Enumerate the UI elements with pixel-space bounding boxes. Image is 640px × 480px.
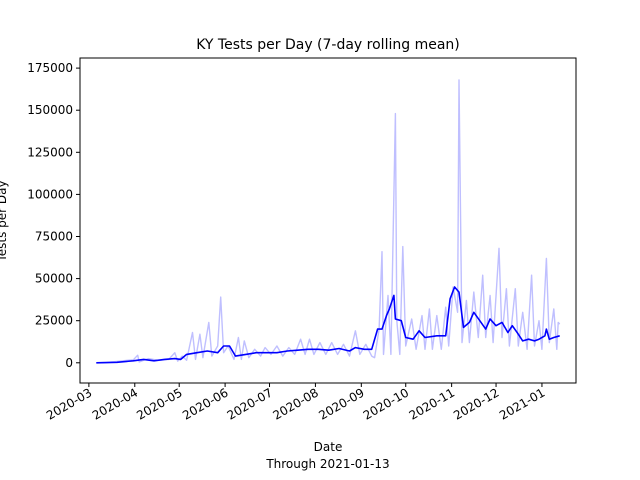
y-tick-label: 100000 — [27, 187, 73, 201]
series-line-daily — [96, 79, 561, 364]
y-axis-label: Tests per Day — [0, 180, 9, 262]
plot-frame — [79, 57, 577, 384]
series-line-rolling — [96, 286, 560, 364]
y-tick-label: 125000 — [27, 145, 73, 159]
y-tick-label: 25000 — [35, 314, 73, 328]
chart-title: KY Tests per Day (7-day rolling mean) — [196, 37, 459, 53]
y-tick-label: 75000 — [35, 229, 73, 243]
y-tick-label: 50000 — [35, 272, 73, 286]
series-layer — [96, 79, 561, 364]
y-tick-label: 175000 — [27, 61, 73, 75]
y-tick-label: 0 — [65, 356, 73, 370]
y-tick-label: 150000 — [27, 103, 73, 117]
y-axis: 0 25000 50000 75000 100000 125000 150000 175000 — [27, 61, 80, 370]
x-axis-sublabel: Through 2021-01-13 — [265, 457, 389, 471]
x-axis-label: Date — [314, 440, 343, 454]
